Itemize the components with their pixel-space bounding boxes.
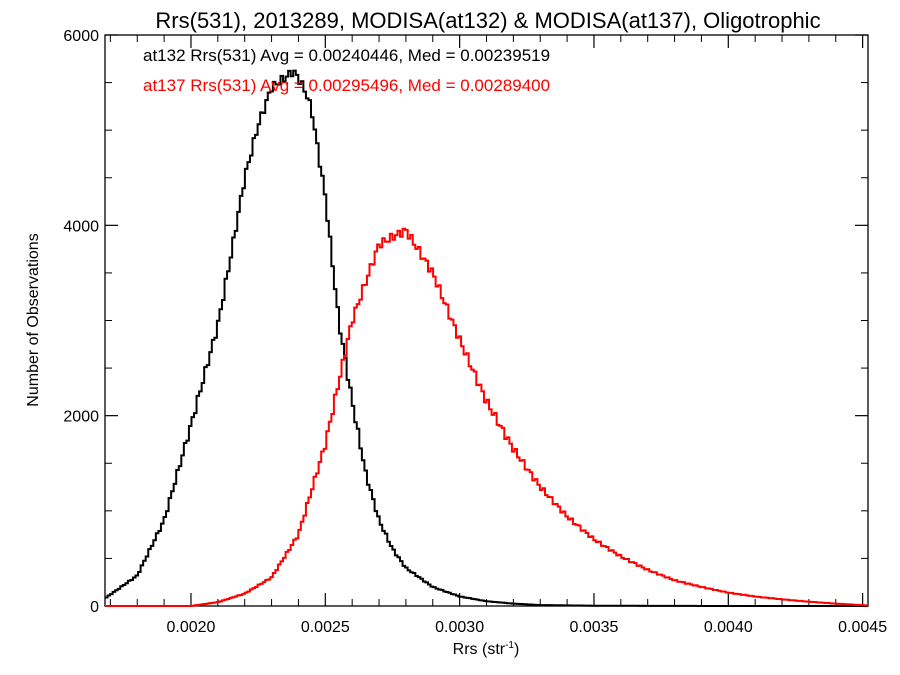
y-tick-label: 2000	[63, 409, 99, 426]
chart-title: Rrs(531), 2013289, MODISA(at132) & MODIS…	[155, 8, 820, 33]
x-tick-label: 0.0020	[167, 619, 216, 636]
y-axis-ticks: 0 2000 4000 6000	[63, 28, 868, 616]
x-tick-label: 0.0045	[838, 619, 887, 636]
y-axis-label: Number of Observations	[25, 233, 42, 406]
series-layer	[105, 69, 868, 607]
x-axis-label: Rrs (str-1)	[453, 640, 520, 658]
x-axis-label-exponent: -1	[505, 640, 514, 651]
x-tick-label: 0.0040	[704, 619, 753, 636]
y-tick-label: 6000	[63, 28, 99, 45]
x-axis-ticks: 0.0020 0.0025 0.0030 0.0035 0.0040 0.0045	[109, 35, 887, 636]
legend-entry-at137: at137 Rrs(531) Avg = 0.00295496, Med = 0…	[143, 76, 550, 95]
legend: at132 Rrs(531) Avg = 0.00240446, Med = 0…	[143, 46, 550, 95]
legend-entry-at132: at132 Rrs(531) Avg = 0.00240446, Med = 0…	[143, 46, 550, 65]
y-tick-label: 0	[90, 599, 99, 616]
x-tick-label: 0.0030	[435, 619, 484, 636]
series-line-at137	[105, 227, 868, 607]
series-line-at132	[105, 69, 868, 607]
x-tick-label: 0.0025	[301, 619, 350, 636]
y-tick-label: 4000	[63, 218, 99, 235]
x-axis-label-main: Rrs (str	[453, 641, 506, 658]
x-axis-label-end: )	[514, 641, 519, 658]
x-tick-label: 0.0035	[569, 619, 618, 636]
